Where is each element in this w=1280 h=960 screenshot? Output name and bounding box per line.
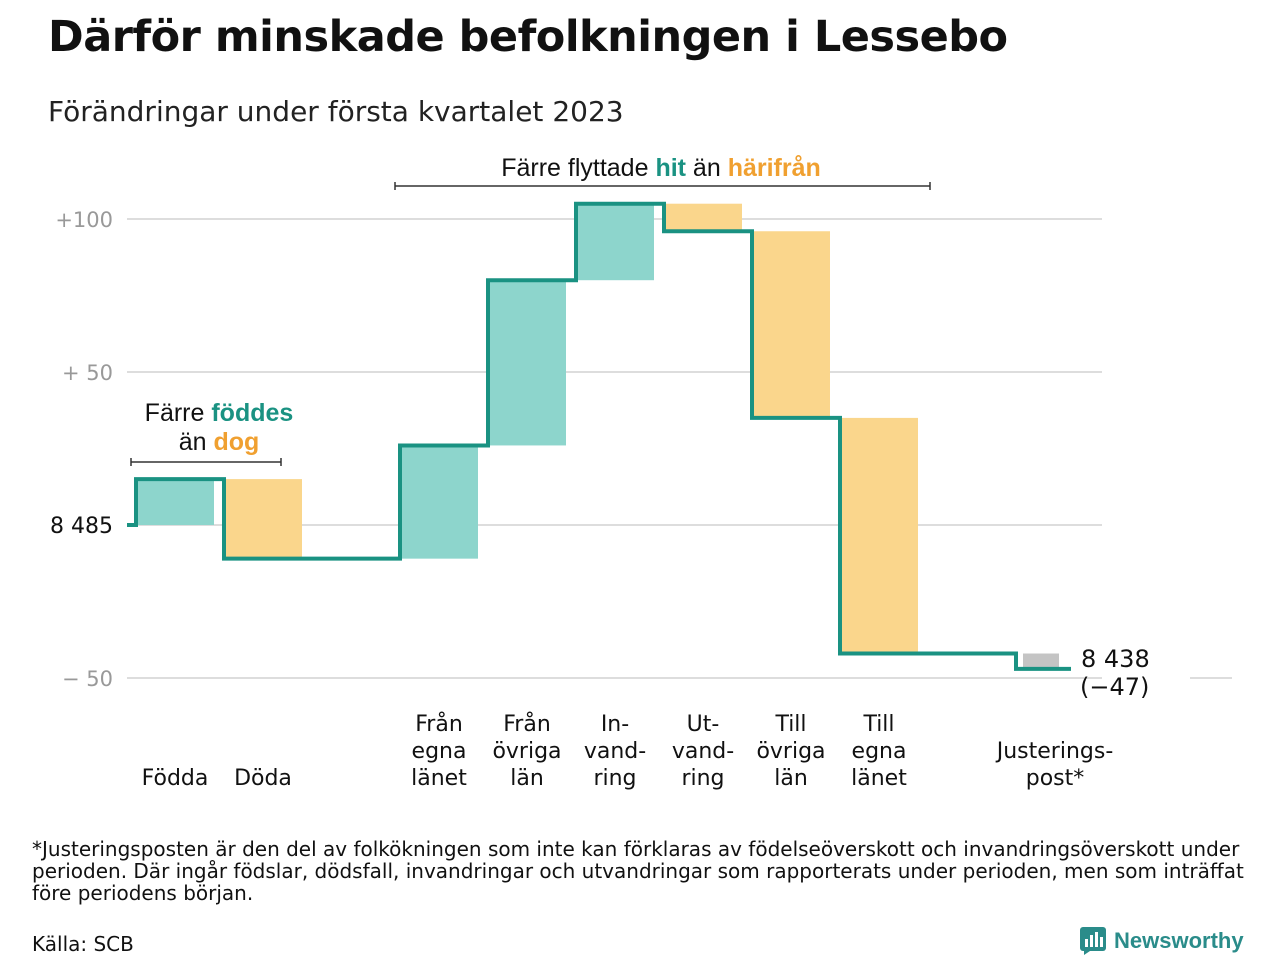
annotation-part: härifrån bbox=[728, 154, 821, 182]
annotation-part: Färre bbox=[145, 399, 212, 427]
annotation-text: Färre föddes bbox=[145, 399, 294, 427]
x-category-label: ring bbox=[593, 766, 636, 791]
bar-frånövrigalän bbox=[488, 280, 566, 446]
x-category-label: övriga bbox=[756, 739, 825, 764]
cumulative-line bbox=[127, 201, 1071, 671]
x-category-label: län bbox=[774, 766, 808, 791]
y-tick-label: +100 bbox=[55, 208, 113, 232]
end-value-label: 8 438 bbox=[1081, 645, 1150, 673]
start-value-label: 8 485 bbox=[50, 514, 113, 539]
waterfall-chart: +100 + 50 − 50 8 485 8 438(−47) Födda Döda Från… bbox=[50, 154, 1232, 791]
x-category-label: länet bbox=[411, 766, 467, 791]
brand-name: Newsworthy bbox=[1114, 928, 1244, 953]
bar-chart-logo-icon bbox=[1080, 927, 1106, 955]
annotation-part: dog bbox=[213, 428, 259, 456]
x-category-label: Födda bbox=[142, 766, 209, 791]
source-note: Källa: SCB bbox=[32, 932, 134, 956]
x-category-label: Justerings- bbox=[995, 739, 1114, 764]
x-category-label: län bbox=[510, 766, 544, 791]
x-category-label: vand- bbox=[584, 739, 646, 764]
bar-justeringspost bbox=[1023, 653, 1059, 669]
annotation-part: än bbox=[179, 428, 214, 456]
footnote: *Justeringsposten är den del av folkökni… bbox=[32, 837, 1244, 905]
annotation-part: föddes bbox=[211, 399, 293, 427]
y-tick-label: + 50 bbox=[62, 361, 113, 385]
x-category-label: Från bbox=[415, 711, 463, 737]
bar-födda bbox=[136, 479, 214, 525]
x-category-label: In- bbox=[601, 712, 629, 737]
annotation-part: hit bbox=[655, 154, 686, 182]
x-category-label: Från bbox=[503, 711, 551, 737]
chart-subtitle: Förändringar under första kvartalet 2023 bbox=[48, 95, 624, 128]
x-category-label: Döda bbox=[234, 766, 292, 791]
bar-invandring bbox=[576, 203, 654, 281]
x-category-label: Till bbox=[774, 712, 806, 737]
bar-frånegnalänet bbox=[400, 445, 478, 559]
x-category-label: länet bbox=[851, 766, 907, 791]
annotation-part: än bbox=[686, 154, 728, 182]
annotation-text: än dog bbox=[179, 428, 260, 456]
x-category-label: Ut- bbox=[687, 712, 720, 737]
annotation-text: Färre flyttade hit än härifrån bbox=[501, 154, 821, 182]
y-tick-label: − 50 bbox=[62, 667, 113, 691]
bar-döda bbox=[224, 479, 302, 559]
bar-utvandring bbox=[664, 203, 742, 232]
x-category-label: vand- bbox=[672, 739, 734, 764]
end-change-label: (−47) bbox=[1080, 673, 1149, 701]
x-category-label: ring bbox=[681, 766, 724, 791]
brand-logo: Newsworthy bbox=[1080, 927, 1244, 955]
bar-tillegnalänet bbox=[840, 417, 918, 654]
x-category-label: Till bbox=[862, 712, 894, 737]
x-category-label: post* bbox=[1026, 766, 1085, 791]
annotation-part: Färre flyttade bbox=[501, 154, 655, 182]
bar-tillövrigalän bbox=[752, 231, 830, 418]
chart-title: Därför minskade befolkningen i Lessebo bbox=[48, 12, 1008, 62]
x-category-label: egna bbox=[412, 739, 467, 764]
bars-group bbox=[136, 203, 1059, 669]
x-category-label: egna bbox=[852, 739, 907, 764]
x-category-label: övriga bbox=[492, 739, 561, 764]
